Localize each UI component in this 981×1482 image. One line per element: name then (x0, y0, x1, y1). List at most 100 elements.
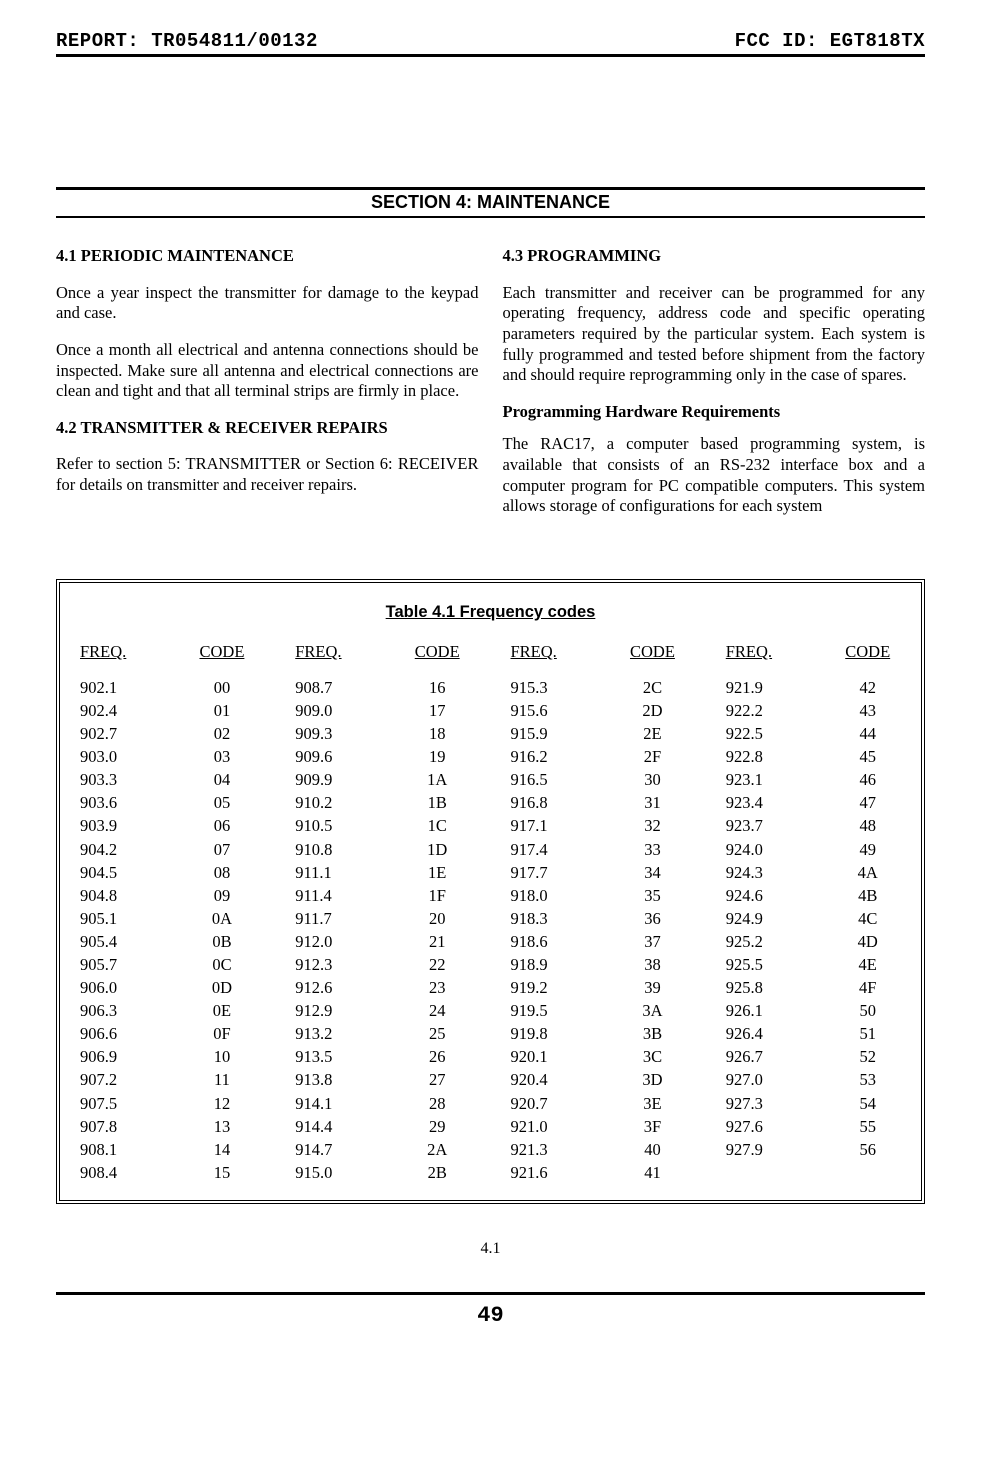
freq-column-header: FREQ.CODE (80, 642, 255, 662)
freq-row: 925.54E (726, 953, 901, 976)
code-value: 30 (619, 768, 686, 791)
code-value: 10 (189, 1045, 256, 1068)
freq-row: 914.128 (295, 1092, 470, 1115)
freq-row: 924.64B (726, 884, 901, 907)
freq-row: 910.21B (295, 791, 470, 814)
header-code: CODE (834, 642, 901, 662)
freq-row: 927.0 53 (726, 1068, 901, 1091)
freq-row: 905.10A (80, 907, 255, 930)
freq-row: 919.239 (511, 976, 686, 999)
code-value: 1C (404, 814, 471, 837)
freq-row: 927.956 (726, 1138, 901, 1161)
freq-value: 917.7 (511, 861, 599, 884)
freq-value: 923.1 (726, 768, 814, 791)
freq-row: 924.34A (726, 861, 901, 884)
freq-value: 912.3 (295, 953, 383, 976)
freq-value: 908.4 (80, 1161, 168, 1184)
freq-value: 903.0 (80, 745, 168, 768)
freq-value: 921.6 (511, 1161, 599, 1184)
code-value: 1F (404, 884, 471, 907)
freq-row: 908.716 (295, 676, 470, 699)
code-value: 0D (189, 976, 256, 999)
freq-row: 909.0 17 (295, 699, 470, 722)
header-freq: FREQ. (511, 642, 599, 662)
code-value: 25 (404, 1022, 471, 1045)
code-value: 34 (619, 861, 686, 884)
freq-row: 924.94C (726, 907, 901, 930)
code-value: 17 (404, 699, 471, 722)
freq-value: 924.9 (726, 907, 814, 930)
freq-value: 911.1 (295, 861, 383, 884)
freq-row: 923.748 (726, 814, 901, 837)
code-value: 11 (189, 1068, 256, 1091)
section-title: SECTION 4: MAINTENANCE (56, 187, 925, 218)
freq-value: 927.0 (726, 1068, 814, 1091)
freq-value: 918.9 (511, 953, 599, 976)
code-value: 18 (404, 722, 471, 745)
frequency-table: Table 4.1 Frequency codes FREQ.CODE902.1… (56, 579, 925, 1204)
freq-row: 904.809 (80, 884, 255, 907)
code-value: 43 (834, 699, 901, 722)
freq-row: 920.43D (511, 1068, 686, 1091)
freq-row: 903.605 (80, 791, 255, 814)
freq-row: 917.132 (511, 814, 686, 837)
freq-row: 908.415 (80, 1161, 255, 1184)
freq-value: 903.6 (80, 791, 168, 814)
freq-row: 906.9 10 (80, 1045, 255, 1068)
freq-value: 909.0 (295, 699, 383, 722)
code-value: 0C (189, 953, 256, 976)
freq-value: 903.9 (80, 814, 168, 837)
freq-value: 918.0 (511, 884, 599, 907)
code-value: 19 (404, 745, 471, 768)
code-value: 28 (404, 1092, 471, 1115)
freq-row: 916.22F (511, 745, 686, 768)
freq-value: 916.8 (511, 791, 599, 814)
code-value: 3C (619, 1045, 686, 1068)
header-code: CODE (404, 642, 471, 662)
code-value: 2E (619, 722, 686, 745)
freq-value: 912.6 (295, 976, 383, 999)
freq-row: 922.243 (726, 699, 901, 722)
code-value: 0E (189, 999, 256, 1022)
freq-row: 924.049 (726, 838, 901, 861)
freq-column-header: FREQ.CODE (511, 642, 686, 662)
freq-row: 913.827 (295, 1068, 470, 1091)
code-value: 27 (404, 1068, 471, 1091)
freq-value: 918.6 (511, 930, 599, 953)
freq-value: 918.3 (511, 907, 599, 930)
freq-row: 905.70C (80, 953, 255, 976)
code-value: 1A (404, 768, 471, 791)
code-value: 14 (189, 1138, 256, 1161)
freq-value: 922.8 (726, 745, 814, 768)
code-value: 36 (619, 907, 686, 930)
header-freq: FREQ. (80, 642, 168, 662)
freq-row: 926.752 (726, 1045, 901, 1068)
code-value: 1D (404, 838, 471, 861)
inner-page-number: 4.1 (56, 1240, 925, 1258)
freq-row: 918.035 (511, 884, 686, 907)
freq-row: 909.91A (295, 768, 470, 791)
code-value: 53 (834, 1068, 901, 1091)
code-value: 24 (404, 999, 471, 1022)
frequency-grid: FREQ.CODE902.100902.401902.702903.003903… (80, 642, 901, 1184)
freq-value: 908.7 (295, 676, 383, 699)
code-value: 1B (404, 791, 471, 814)
para-4-2-a: Refer to section 5: TRANSMITTER or Secti… (56, 454, 479, 495)
body-columns: 4.1 PERIODIC MAINTENANCE Once a year ins… (56, 246, 925, 533)
freq-value: 921.3 (511, 1138, 599, 1161)
code-value: 29 (404, 1115, 471, 1138)
freq-row: 911.41F (295, 884, 470, 907)
freq-row: 913.526 (295, 1045, 470, 1068)
code-value: 23 (404, 976, 471, 999)
freq-row: 920.13C (511, 1045, 686, 1068)
code-value: 31 (619, 791, 686, 814)
code-value: 2F (619, 745, 686, 768)
para-4-1-a: Once a year inspect the transmitter for … (56, 283, 479, 324)
freq-row: 912.322 (295, 953, 470, 976)
freq-value: 919.2 (511, 976, 599, 999)
freq-value: 927.3 (726, 1092, 814, 1115)
freq-value: 910.8 (295, 838, 383, 861)
freq-row: 902.401 (80, 699, 255, 722)
freq-value: 914.4 (295, 1115, 383, 1138)
freq-value: 906.9 (80, 1045, 168, 1068)
